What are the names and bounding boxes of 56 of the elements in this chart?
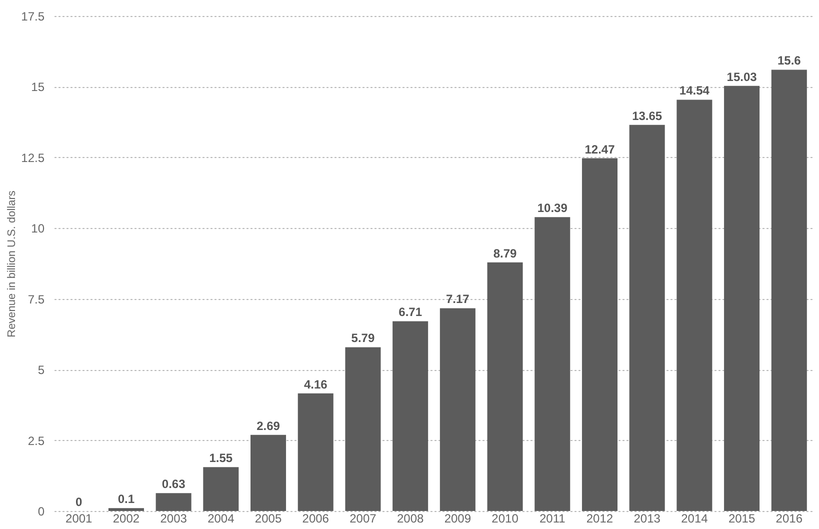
y-tick-label: 10 (31, 222, 45, 236)
y-tick-label: 2.5 (28, 434, 45, 448)
y-axis-title: Revenue in billion U.S. dollars (6, 190, 18, 338)
x-tick-label: 2004 (208, 512, 235, 526)
x-tick-label: 2002 (112, 512, 140, 526)
bar (440, 308, 476, 511)
x-tick-label: 2014 (681, 512, 708, 526)
data-label: 7.17 (446, 292, 470, 306)
data-label: 4.16 (304, 377, 328, 392)
data-label: 14.54 (679, 84, 710, 98)
x-tick-label: 2008 (396, 512, 424, 526)
data-label: 1.55 (209, 451, 233, 466)
x-tick-label: 2013 (634, 512, 661, 526)
data-label: 12.47 (584, 142, 616, 156)
y-tick-label: 17.5 (21, 10, 45, 24)
bar (629, 124, 665, 511)
x-tick-label: 2003 (160, 512, 188, 526)
data-label: 15.6 (777, 54, 802, 68)
y-tick-label: 15 (31, 80, 45, 94)
x-tick-label: 2015 (728, 512, 756, 526)
x-tick-label: 2009 (444, 512, 472, 526)
x-tick-label: 2011 (539, 512, 566, 526)
data-label: 6.71 (398, 305, 422, 320)
data-label: 5.79 (351, 331, 375, 346)
x-tick-label: 2006 (302, 512, 330, 526)
y-tick-label: 5 (38, 363, 45, 378)
bar (534, 217, 570, 511)
data-label: 0.63 (162, 477, 186, 492)
data-label: 0.1 (118, 492, 135, 506)
bar (203, 467, 239, 511)
bar (771, 70, 807, 511)
y-tick-label: 7.5 (28, 292, 45, 306)
x-tick-label: 2012 (586, 512, 614, 526)
x-tick-label: 2001 (66, 512, 93, 526)
x-tick-label: 2007 (350, 512, 377, 526)
x-tick-label: 2010 (492, 512, 519, 526)
data-label: 15.03 (726, 70, 758, 84)
bar (345, 347, 381, 511)
x-tick-label: 2005 (254, 512, 282, 526)
data-label: 13.65 (632, 108, 662, 123)
data-label: 0 (76, 495, 83, 509)
bar (487, 262, 523, 511)
bar (676, 100, 712, 511)
bar (108, 508, 144, 511)
bar (582, 158, 618, 511)
x-tick-label: 2016 (776, 512, 803, 526)
data-label: 10.39 (537, 201, 568, 216)
data-label: 2.69 (256, 418, 280, 433)
y-tick-label: 12.5 (21, 150, 45, 165)
data-label: 8.79 (493, 246, 518, 260)
bar (156, 493, 192, 511)
bar (724, 86, 760, 511)
bar (250, 434, 286, 511)
bar (298, 393, 334, 511)
bar (392, 321, 428, 511)
y-tick-label: 0 (38, 504, 45, 518)
